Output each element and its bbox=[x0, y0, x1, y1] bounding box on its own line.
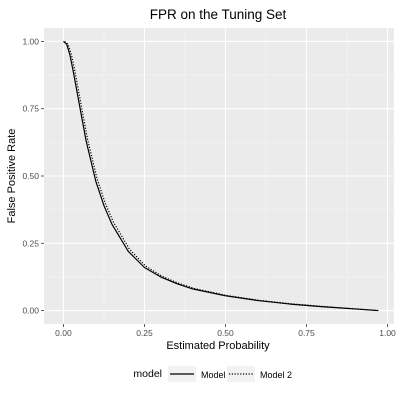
x-tick-label: 0.00 bbox=[55, 328, 72, 338]
legend-entry: Model 2 bbox=[227, 366, 292, 382]
legend: model Model 1 Model 2 bbox=[133, 366, 292, 382]
legend-label: Model 2 bbox=[260, 370, 292, 380]
series-line-model-1 bbox=[63, 40, 378, 312]
legend-title: model bbox=[133, 368, 162, 380]
y-tick-label: 1.00 bbox=[22, 36, 39, 46]
grid-lines bbox=[44, 28, 394, 324]
y-tick-label: 0.50 bbox=[22, 171, 39, 181]
legend-label: Model 1 bbox=[201, 370, 233, 380]
series-lines bbox=[63, 40, 380, 312]
y-tick-label: 0.00 bbox=[22, 306, 39, 316]
x-tick-label: 1.00 bbox=[379, 328, 396, 338]
y-tick-label: 0.75 bbox=[22, 104, 39, 114]
x-tick-label: 0.25 bbox=[136, 328, 153, 338]
x-tick-label: 0.50 bbox=[217, 328, 234, 338]
axis-ticks: 0.00 0.25 0.50 0.75 1.00 0.00 0.25 0.50 0.75 1.00 bbox=[22, 36, 396, 338]
legend-entry: Model 1 bbox=[168, 366, 233, 382]
x-axis-label: Estimated Probability bbox=[166, 340, 270, 352]
x-tick-label: 0.75 bbox=[298, 328, 315, 338]
y-axis-label: False Positive Rate bbox=[6, 129, 18, 224]
series-line-model-2 bbox=[64, 40, 380, 312]
y-tick-label: 0.25 bbox=[22, 238, 39, 248]
chart-title: FPR on the Tuning Set bbox=[150, 7, 287, 22]
